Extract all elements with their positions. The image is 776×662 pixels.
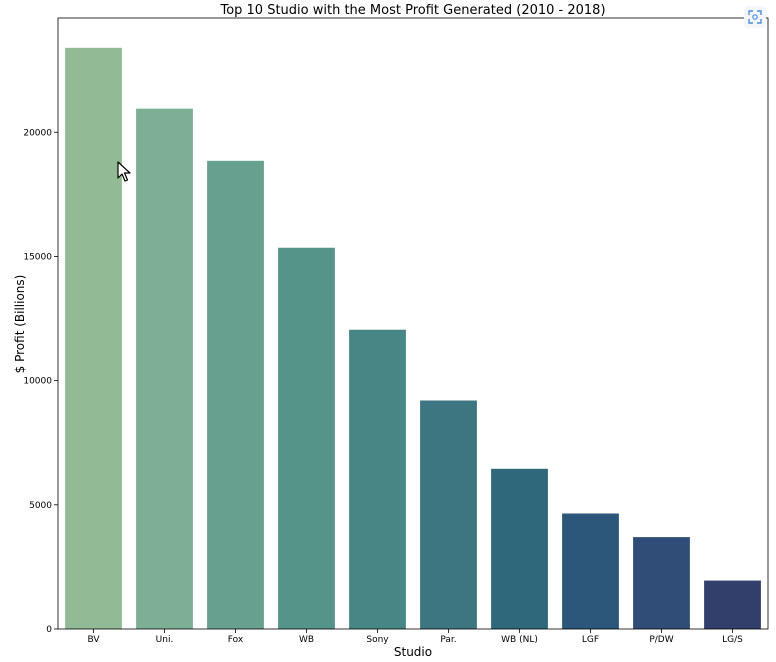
x-tick-label: WB (299, 635, 314, 645)
bar-sony (349, 329, 406, 629)
y-tick-label: 5000 (29, 501, 52, 511)
x-tick-label: LG/S (722, 635, 743, 645)
bar-p-dw (633, 537, 690, 629)
y-tick-label: 0 (46, 625, 52, 635)
x-tick-label: Uni. (156, 635, 174, 645)
y-tick-label: 15000 (23, 252, 52, 262)
plot-frame (57, 17, 769, 630)
bar-lg-s (704, 580, 761, 629)
y-tick-label: 20000 (23, 128, 52, 138)
chart-title: Top 10 Studio with the Most Profit Gener… (219, 3, 605, 18)
expand-button[interactable] (744, 6, 766, 28)
x-tick-label: Sony (366, 635, 389, 645)
bar-par (420, 400, 477, 629)
y-tick-label: 10000 (23, 377, 52, 387)
x-tick-label: Par. (440, 635, 456, 645)
mouse-pointer-icon (117, 161, 131, 182)
x-tick-label: LGF (582, 635, 599, 645)
x-tick-label: P/DW (649, 635, 673, 645)
plot-area: 0 5000 10000 15000 20000 BV Uni. Fox WB Sony Par. W… (23, 17, 769, 645)
x-axis-label: Studio (394, 645, 432, 659)
bar-fox (207, 160, 264, 629)
bar-lgf (562, 513, 619, 629)
x-tick-label: BV (87, 635, 100, 645)
y-axis-label: $ Profit (Billions) (13, 275, 27, 374)
bar-wb (278, 247, 335, 629)
x-tick-label: WB (NL) (501, 635, 538, 645)
bar-uni (136, 108, 193, 630)
bar-bv (65, 47, 122, 630)
expand-icon (748, 10, 762, 24)
bar-wb-nl (491, 468, 548, 629)
x-tick-label: Fox (228, 635, 244, 645)
